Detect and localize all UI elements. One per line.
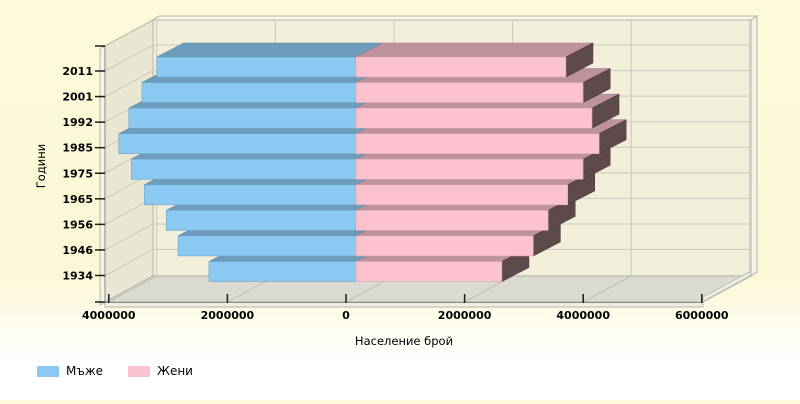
backwall-right-edge: [750, 15, 758, 277]
y-tick-label: 2001: [62, 91, 93, 104]
x-tick-label: 2000000: [438, 309, 492, 322]
legend: Мъже Жени: [37, 364, 211, 378]
bar-men-2001: [141, 82, 357, 103]
bar-men-1975: [130, 158, 357, 180]
bar-women-1985: [355, 133, 600, 154]
leftwall-gridline: [104, 44, 154, 72]
bar-women-1975: [355, 158, 584, 180]
leftwall-gridline: [104, 70, 154, 98]
y-axis-tick-labels: 2011 2001 1992 1985 1975 1965 1956 1946 1934: [62, 65, 93, 283]
bar-series: [118, 42, 627, 282]
legend-label-men: Мъже: [66, 364, 104, 378]
x-axis-tick-labels: 4000000 2000000 0 2000000 4000000 6000000: [82, 309, 729, 322]
floor-gridline: [701, 275, 751, 303]
bar-men-1992: [128, 107, 357, 129]
legend-swatch-men: [37, 365, 59, 377]
legend-label-women: Жени: [157, 364, 193, 378]
floor-right-edge: [702, 270, 752, 303]
bar-men-1965: [143, 184, 357, 206]
bar-women-1992: [355, 107, 593, 129]
x-tick-label: 2000000: [201, 309, 255, 322]
x-tick-label: 6000000: [675, 309, 729, 322]
bar-men-2011: [156, 56, 357, 78]
y-tick-label: 1985: [62, 142, 93, 155]
y-tick-label: 1992: [62, 116, 93, 129]
floor-gridline: [582, 275, 632, 303]
bar-women-2011: [355, 56, 567, 78]
leftwall-gridline: [104, 249, 154, 276]
y-tick-label: 2011: [62, 65, 93, 78]
bar-men-1956: [165, 210, 357, 231]
backwall-top-edge: [151, 15, 759, 21]
bar-top-women: [355, 42, 594, 58]
x-axis-title: Население брой: [355, 334, 453, 348]
y-tick-label: 1934: [62, 270, 93, 283]
bar-women-1946: [355, 235, 534, 257]
y-tick-label: 1956: [62, 218, 93, 231]
y-axis-title: Години: [34, 144, 48, 188]
bar-men-1934: [208, 261, 357, 282]
x-tick-label: 4000000: [82, 309, 136, 322]
bar-women-2001: [355, 82, 584, 103]
leftwall-gridline: [104, 223, 154, 251]
axes-and-ticks: [95, 45, 703, 303]
bar-women-1934: [355, 261, 503, 282]
bar-row-2011: [156, 42, 594, 78]
bar-women-1956: [355, 210, 549, 231]
bar-men-1946: [177, 235, 357, 257]
y-tick-label: 1975: [62, 167, 93, 180]
bar-top-men: [156, 42, 384, 58]
legend-swatch-women: [128, 365, 151, 377]
x-tick-label: 0: [342, 309, 350, 322]
bar-women-1965: [355, 184, 569, 206]
y-tick-label: 1946: [62, 244, 93, 257]
left-wall-edge: [99, 45, 106, 306]
x-tick-label: 4000000: [556, 309, 610, 322]
y-tick-label: 1965: [62, 193, 93, 206]
bar-men-1985: [118, 133, 357, 154]
floor-gridline: [108, 275, 158, 303]
